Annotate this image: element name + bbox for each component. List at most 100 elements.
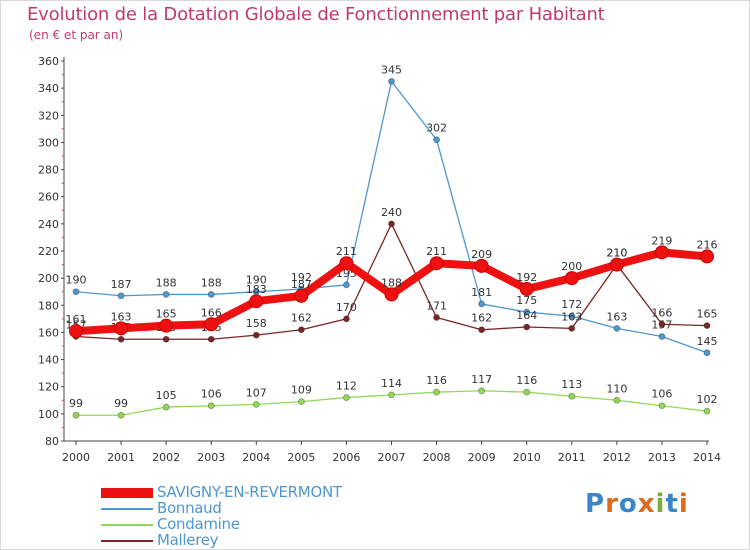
data-label-bonnaud: 163	[606, 310, 627, 323]
data-label-bonnaud: 187	[111, 278, 132, 291]
legend-swatch-savigny	[101, 488, 153, 498]
data-label-bonnaud: 345	[381, 63, 402, 76]
data-point-savigny	[69, 324, 83, 339]
data-point-condamine	[433, 388, 440, 396]
x-tick-label: 2008	[423, 451, 451, 464]
data-label-condamine: 114	[381, 377, 402, 390]
data-label-condamine: 109	[291, 384, 312, 397]
data-label-savigny: 187	[291, 278, 312, 291]
data-point-mallerey	[703, 322, 711, 330]
data-point-bonnaud	[162, 291, 170, 298]
legend-item-mallerey: Mallerey	[101, 531, 391, 549]
data-point-savigny	[564, 271, 579, 286]
data-point-savigny	[384, 287, 399, 302]
x-tick-label: 2003	[197, 451, 225, 464]
y-tick-label: 180	[38, 299, 59, 312]
data-point-savigny	[249, 294, 264, 309]
data-point-mallerey	[162, 335, 170, 343]
x-tick-label: 2000	[62, 451, 90, 464]
x-tick-label: 2009	[468, 451, 496, 464]
data-label-mallerey: 240	[381, 206, 402, 219]
data-point-savigny	[429, 256, 444, 271]
legend-swatch-bonnaud	[101, 508, 153, 510]
y-tick-label: 160	[38, 326, 59, 339]
data-label-bonnaud: 145	[697, 335, 718, 348]
legend-label-mallerey: Mallerey	[157, 531, 219, 549]
data-point-condamine	[297, 398, 305, 406]
y-tick-label: 140	[38, 354, 59, 367]
data-label-savigny: 219	[651, 234, 672, 247]
logo-letter: o	[618, 489, 638, 519]
data-point-savigny	[519, 282, 534, 296]
x-tick-label: 2005	[287, 451, 315, 464]
data-point-mallerey	[388, 220, 395, 228]
x-tick-label: 2007	[378, 451, 406, 464]
y-tick-label: 100	[38, 408, 59, 421]
data-point-condamine	[117, 411, 125, 419]
data-label-mallerey: 165	[697, 308, 718, 321]
data-label-condamine: 99	[69, 397, 83, 410]
data-label-condamine: 116	[516, 374, 537, 387]
proxiti-logo: Proxiti	[585, 489, 689, 519]
data-point-bonnaud	[433, 136, 440, 144]
data-label-bonnaud: 172	[561, 298, 582, 311]
y-tick-label: 80	[45, 435, 59, 448]
data-label-bonnaud: 188	[156, 276, 177, 289]
data-point-bonnaud	[658, 333, 666, 340]
data-label-mallerey: 171	[426, 300, 447, 313]
logo-letter: r	[605, 489, 619, 519]
data-point-condamine	[478, 387, 486, 395]
y-tick-label: 360	[38, 55, 59, 68]
data-point-mallerey	[658, 320, 666, 328]
data-label-mallerey: 162	[471, 312, 492, 325]
data-label-savigny: 192	[516, 271, 537, 284]
data-point-mallerey	[117, 335, 125, 343]
data-point-condamine	[658, 402, 666, 410]
x-tick-label: 2014	[693, 451, 721, 464]
data-point-savigny	[114, 321, 129, 336]
data-label-savigny: 161	[66, 313, 87, 326]
data-point-savigny	[339, 256, 354, 271]
data-label-condamine: 107	[246, 386, 267, 399]
x-tick-label: 2004	[242, 451, 270, 464]
data-point-bonnaud	[72, 288, 80, 296]
data-point-condamine	[703, 407, 711, 415]
x-tick-label: 2002	[152, 451, 180, 464]
data-label-bonnaud: 302	[426, 122, 447, 135]
data-label-condamine: 117	[471, 373, 492, 386]
data-point-mallerey	[252, 331, 260, 339]
x-tick-label: 2010	[513, 451, 541, 464]
data-point-bonnaud	[388, 77, 395, 85]
data-point-condamine	[343, 394, 350, 401]
data-label-bonnaud: 192	[291, 271, 312, 284]
data-label-savigny: 183	[246, 283, 267, 296]
x-tick-label: 2013	[648, 451, 676, 464]
data-label-mallerey: 210	[606, 247, 627, 260]
data-label-mallerey: 158	[246, 317, 267, 330]
data-point-savigny	[294, 288, 309, 303]
data-point-condamine	[207, 402, 215, 410]
data-point-condamine	[252, 400, 260, 408]
data-point-condamine	[613, 396, 621, 404]
legend-swatch-mallerey	[101, 540, 153, 542]
data-label-savigny: 210	[606, 247, 627, 260]
legend-item-condamine: Condamine	[101, 515, 391, 533]
data-point-condamine	[162, 403, 170, 411]
data-label-bonnaud: 190	[246, 274, 267, 287]
data-label-condamine: 113	[561, 378, 582, 391]
data-point-mallerey	[297, 326, 305, 334]
data-point-bonnaud	[207, 291, 215, 298]
chart-title: Evolution de la Dotation Globale de Fonc…	[27, 4, 605, 25]
y-tick-label: 300	[38, 136, 59, 149]
logo-letter: P	[585, 489, 606, 519]
logo-letter: i	[655, 489, 666, 519]
data-label-savigny: 200	[561, 260, 582, 273]
data-label-bonnaud: 175	[516, 294, 537, 307]
x-tick-label: 2006	[332, 451, 360, 464]
data-point-savigny	[654, 245, 669, 260]
data-point-mallerey	[207, 335, 215, 343]
data-label-condamine: 105	[156, 389, 177, 402]
legend-item-bonnaud: Bonnaud	[101, 499, 391, 517]
